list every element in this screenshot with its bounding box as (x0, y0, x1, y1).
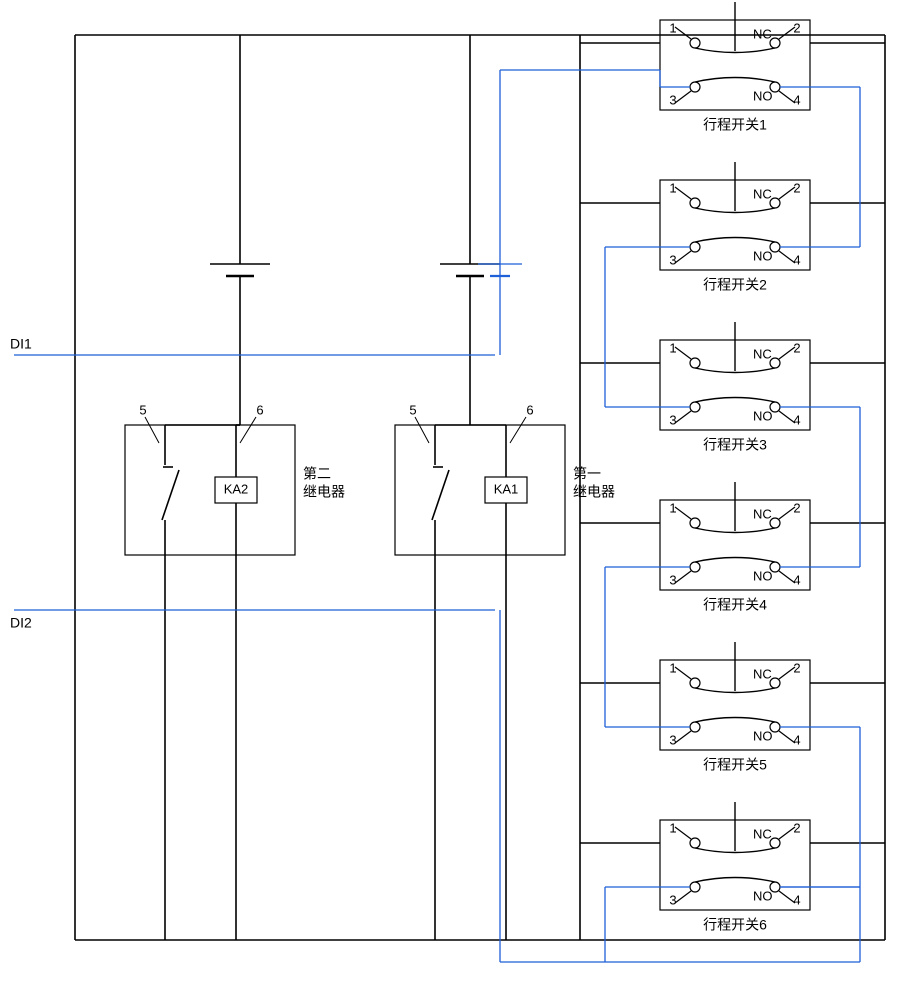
svg-text:NO: NO (753, 568, 773, 583)
svg-text:NC: NC (753, 346, 772, 361)
svg-text:4: 4 (793, 412, 800, 427)
svg-text:NC: NC (753, 506, 772, 521)
svg-text:NO: NO (753, 408, 773, 423)
travel-switch: 1 2 3 4 NC NO 行程开关6 (660, 802, 810, 933)
svg-text:NO: NO (753, 728, 773, 743)
travel-switch: 1 2 3 4 NC NO 行程开关5 (660, 642, 810, 773)
switch-label: 行程开关6 (703, 917, 767, 933)
svg-text:2: 2 (793, 180, 800, 195)
switch-label: 行程开关1 (703, 117, 767, 133)
svg-text:5: 5 (139, 402, 146, 417)
pin-label: 1 (669, 180, 676, 195)
svg-text:4: 4 (793, 252, 800, 267)
svg-text:NC: NC (753, 666, 772, 681)
svg-text:3: 3 (669, 732, 676, 747)
circuit-diagram: 1234NCNO行程开关11234NCNO行程开关21234NCNO行程开关31… (0, 0, 905, 1000)
svg-text:3: 3 (669, 92, 676, 107)
svg-text:6: 6 (526, 402, 533, 417)
svg-text:NC: NC (753, 826, 772, 841)
svg-text:KA1: KA1 (494, 481, 519, 496)
svg-text:2: 2 (793, 660, 800, 675)
svg-text:第二: 第二 (303, 466, 331, 482)
svg-text:2: 2 (793, 340, 800, 355)
switch-label: 行程开关5 (703, 757, 767, 773)
pin-label: 1 (669, 340, 676, 355)
svg-text:3: 3 (669, 252, 676, 267)
svg-text:3: 3 (669, 892, 676, 907)
svg-text:KA2: KA2 (224, 481, 249, 496)
svg-text:2: 2 (793, 500, 800, 515)
svg-text:继电器: 继电器 (303, 484, 345, 500)
svg-text:3: 3 (669, 572, 676, 587)
svg-text:第一: 第一 (573, 466, 601, 482)
blue-wires (14, 70, 860, 962)
black-wires (75, 35, 885, 940)
di2-label: DI2 (10, 615, 32, 631)
svg-text:6: 6 (256, 402, 263, 417)
svg-text:NC: NC (753, 186, 772, 201)
svg-text:4: 4 (793, 732, 800, 747)
di1-label: DI1 (10, 336, 32, 352)
svg-text:NO: NO (753, 888, 773, 903)
svg-text:2: 2 (793, 820, 800, 835)
pin-label: 1 (669, 820, 676, 835)
travel-switch: 1 2 3 4 NC NO 行程开关2 (660, 162, 810, 293)
svg-text:5: 5 (409, 402, 416, 417)
svg-text:NO: NO (753, 88, 773, 103)
svg-text:NO: NO (753, 248, 773, 263)
svg-text:4: 4 (793, 92, 800, 107)
battery-symbol (440, 264, 500, 276)
svg-text:2: 2 (793, 20, 800, 35)
travel-switch: 1 2 3 4 NC NO 行程开关4 (660, 482, 810, 613)
travel-switch: 1 2 3 4 NC NO 行程开关1 (660, 2, 810, 133)
battery-symbol (210, 264, 270, 276)
switch-label: 行程开关3 (703, 437, 767, 453)
travel-switch: 1 2 3 4 NC NO 行程开关3 (660, 322, 810, 453)
svg-text:4: 4 (793, 572, 800, 587)
switch-label: 行程开关4 (703, 597, 767, 613)
pin-label: 1 (669, 500, 676, 515)
svg-text:NC: NC (753, 26, 772, 41)
pin-label: 1 (669, 660, 676, 675)
svg-text:4: 4 (793, 892, 800, 907)
svg-text:3: 3 (669, 412, 676, 427)
pin-label: 1 (669, 20, 676, 35)
switch-label: 行程开关2 (703, 277, 767, 293)
